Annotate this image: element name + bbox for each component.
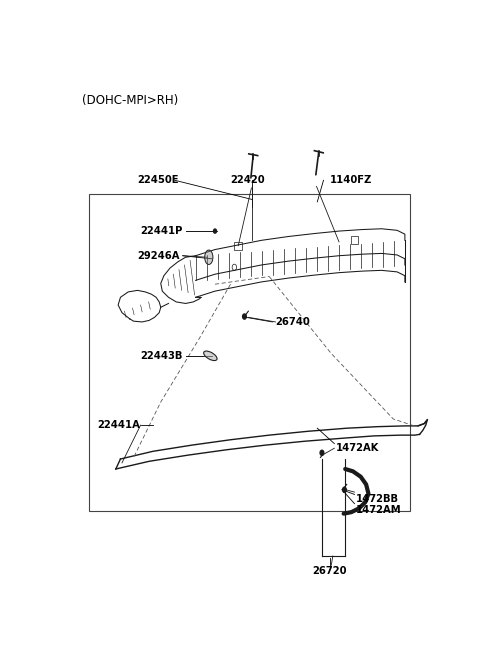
Bar (350, 236, 359, 244)
Text: (DOHC-MPI>RH): (DOHC-MPI>RH) (82, 94, 178, 107)
Text: 26740: 26740 (276, 317, 310, 327)
Text: 22443B: 22443B (140, 351, 182, 361)
Text: 22441P: 22441P (140, 226, 182, 236)
Text: 29246A: 29246A (137, 250, 180, 261)
Text: 1472AK: 1472AK (336, 444, 379, 453)
Text: 26720: 26720 (312, 566, 347, 576)
Text: 1140FZ: 1140FZ (330, 175, 372, 185)
Text: 22441A: 22441A (97, 420, 140, 430)
Circle shape (343, 487, 346, 492)
Ellipse shape (204, 250, 213, 265)
Text: 22450E: 22450E (137, 175, 179, 185)
Text: 1472BB: 1472BB (356, 494, 399, 504)
Bar (234, 242, 242, 250)
Circle shape (242, 314, 246, 319)
Ellipse shape (204, 351, 217, 361)
Circle shape (214, 229, 216, 233)
Text: 22420: 22420 (230, 175, 265, 185)
Text: 1472AM: 1472AM (356, 505, 402, 515)
Circle shape (320, 450, 324, 456)
Bar (89, 194, 410, 512)
